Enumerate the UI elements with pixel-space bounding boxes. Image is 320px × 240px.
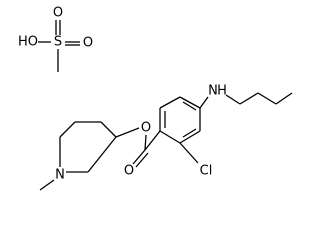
atom-label: O — [83, 36, 93, 51]
atom-label: N — [208, 84, 218, 99]
bond — [179, 96, 201, 109]
bond — [144, 134, 147, 151]
bond — [179, 130, 201, 144]
page: HO S O O O O Cl N H N (() => { const dat… — [17, 5, 293, 191]
bond — [59, 121, 76, 138]
bond — [135, 152, 149, 168]
bond — [257, 92, 277, 105]
atom-label: O — [141, 121, 151, 136]
atom-label: N — [55, 168, 65, 183]
atom-label: Cl — [200, 164, 213, 179]
bond — [132, 149, 146, 165]
bond — [239, 92, 259, 105]
bond — [100, 121, 117, 138]
bonds — [38, 20, 293, 191]
bond — [182, 128, 197, 138]
atom-label: O — [53, 6, 63, 21]
bond — [115, 127, 140, 138]
bond — [182, 101, 197, 111]
bond — [225, 94, 241, 105]
bond — [179, 142, 199, 164]
bond — [87, 136, 117, 173]
bond — [144, 130, 161, 151]
bond — [275, 92, 293, 105]
molecule-diagram: HO S O O O O Cl N H N — [18, 6, 293, 191]
atom-labels: HO S O O O O Cl N H N — [18, 6, 227, 183]
bond — [159, 96, 181, 109]
bond — [39, 179, 55, 191]
bond — [199, 96, 209, 109]
atom-label: HO — [18, 35, 38, 50]
bond — [159, 130, 181, 144]
atom-label: S — [54, 35, 62, 50]
atom-label: H — [217, 84, 227, 99]
atom-label: O — [124, 164, 134, 179]
